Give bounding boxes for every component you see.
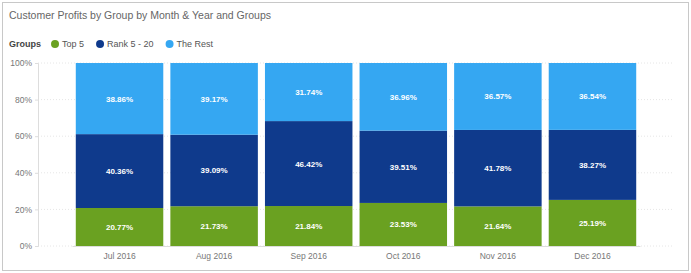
legend-swatch bbox=[166, 40, 174, 48]
bar bbox=[549, 200, 636, 246]
x-tick: Oct 2016 bbox=[386, 246, 421, 261]
bar bbox=[454, 206, 541, 246]
bar bbox=[454, 130, 541, 206]
bar bbox=[549, 63, 636, 130]
legend-label: Top 5 bbox=[62, 39, 84, 49]
bars bbox=[76, 63, 636, 246]
legend-label: The Rest bbox=[177, 39, 214, 49]
y-tick-mark bbox=[35, 173, 38, 174]
bar bbox=[265, 121, 352, 206]
y-tick: 80% bbox=[15, 95, 38, 105]
y-axis-line bbox=[35, 64, 39, 247]
x-tick-label: Nov 2016 bbox=[480, 251, 517, 261]
legend: Groups Top 5 Rank 5 - 20 The Rest bbox=[9, 39, 214, 49]
data-label: 36.57% bbox=[484, 92, 511, 101]
data-label: 46.42% bbox=[295, 160, 322, 169]
x-tick: Dec 2016 bbox=[574, 246, 611, 261]
bar bbox=[170, 206, 257, 246]
data-label: 39.09% bbox=[201, 166, 228, 175]
x-tick: Nov 2016 bbox=[480, 246, 517, 261]
bar bbox=[265, 206, 352, 246]
y-tick: 60% bbox=[15, 131, 38, 141]
x-tick-label: Aug 2016 bbox=[196, 251, 233, 261]
x-tick-label: Oct 2016 bbox=[386, 251, 421, 261]
x-tick: Aug 2016 bbox=[196, 246, 233, 261]
y-tick-mark bbox=[35, 246, 38, 247]
y-tick-label: 40% bbox=[15, 168, 32, 178]
y-tick-label: 60% bbox=[15, 131, 32, 141]
bar bbox=[454, 63, 541, 130]
x-axis-line bbox=[73, 246, 641, 247]
bar bbox=[360, 63, 447, 131]
legend-swatch bbox=[96, 40, 104, 48]
data-label: 25.19% bbox=[579, 219, 606, 228]
data-label: 38.27% bbox=[579, 161, 606, 170]
y-tick: 40% bbox=[15, 168, 38, 178]
bar bbox=[360, 203, 447, 246]
chart: Customer Profits by Group by Month & Yea… bbox=[0, 0, 691, 273]
y-tick-label: 100% bbox=[10, 58, 32, 68]
bar bbox=[170, 63, 257, 135]
data-labels: 20.77% 21.73% 21.84% 23.53% 21.64% 25.19% 40.3… bbox=[106, 88, 606, 232]
legend-swatch bbox=[51, 40, 59, 48]
data-label: 21.73% bbox=[201, 222, 228, 231]
data-label: 23.53% bbox=[390, 220, 417, 229]
legend-label: Rank 5 - 20 bbox=[107, 39, 154, 49]
bar bbox=[76, 208, 163, 246]
x-axis: Jul 2016 Aug 2016 Sep 2016 Oct 2016 Nov 2016… bbox=[73, 246, 641, 261]
x-tick-label: Sep 2016 bbox=[291, 251, 328, 261]
y-tick-mark bbox=[35, 100, 38, 101]
y-tick-label: 80% bbox=[15, 95, 32, 105]
title: Customer Profits by Group by Month & Yea… bbox=[9, 9, 271, 21]
y-tick: 0% bbox=[20, 241, 38, 251]
bar bbox=[549, 130, 636, 200]
data-label: 31.74% bbox=[295, 88, 322, 97]
data-label: 21.64% bbox=[484, 222, 511, 231]
bar bbox=[170, 135, 257, 207]
x-tick-label: Jul 2016 bbox=[103, 251, 135, 261]
grid bbox=[38, 63, 672, 246]
y-tick-label: 20% bbox=[15, 205, 32, 215]
y-tick: 20% bbox=[15, 205, 38, 215]
y-tick-mark bbox=[35, 136, 38, 137]
y-tick-label: 0% bbox=[20, 241, 33, 251]
data-label: 39.51% bbox=[390, 163, 417, 172]
data-label: 40.36% bbox=[106, 167, 133, 176]
x-tick: Sep 2016 bbox=[291, 246, 328, 261]
x-tick: Jul 2016 bbox=[103, 246, 135, 261]
data-label: 20.77% bbox=[106, 223, 133, 232]
bar bbox=[360, 131, 447, 203]
y-tick: 100% bbox=[10, 58, 38, 68]
x-tick-label: Dec 2016 bbox=[574, 251, 611, 261]
y-axis: 0% 20% 40% 60% 80% 100% bbox=[10, 58, 38, 251]
y-tick-mark bbox=[35, 63, 38, 64]
data-label: 36.54% bbox=[579, 92, 606, 101]
bar bbox=[265, 63, 352, 121]
data-label: 41.78% bbox=[484, 164, 511, 173]
frame bbox=[3, 3, 689, 271]
bar bbox=[76, 134, 163, 208]
legend-title: Groups bbox=[9, 39, 41, 49]
data-label: 38.86% bbox=[106, 95, 133, 104]
bar bbox=[76, 63, 163, 134]
data-label: 36.96% bbox=[390, 93, 417, 102]
y-tick-mark bbox=[35, 209, 38, 210]
data-label: 39.17% bbox=[201, 95, 228, 104]
data-label: 21.84% bbox=[295, 222, 322, 231]
